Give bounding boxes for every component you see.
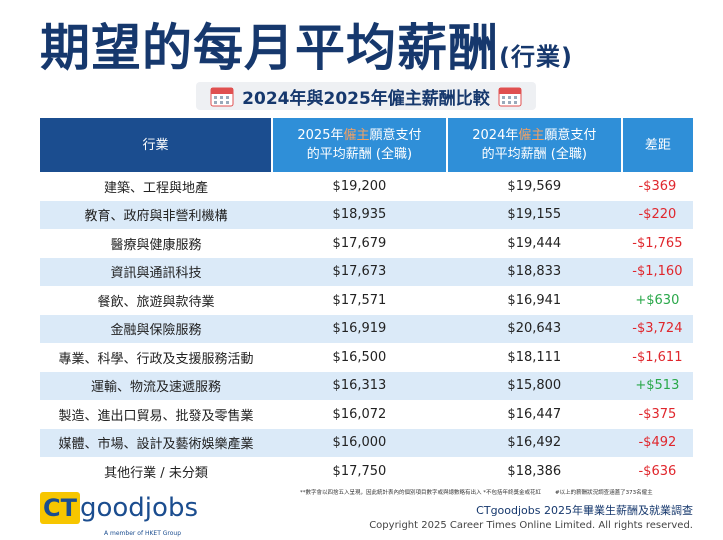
value-cell: -$375 [638, 406, 677, 422]
value-cell: -$369 [638, 178, 677, 194]
value-cell: -$492 [621, 428, 693, 457]
logo-tagline: A member of HKET Group [104, 530, 182, 537]
value-cell: -$1,765 [632, 235, 683, 251]
industry-cell: 金融與保險服務 [40, 314, 272, 343]
value-cell: $19,569 [507, 178, 562, 194]
logo-goodjobs: goodjobs [79, 493, 198, 523]
header-text: 2024年 [472, 128, 519, 143]
table-row: 媒體、市場、設計及藝術娛樂產業 $16,000 $16,492 -$492 [40, 428, 693, 457]
table-row: 其他行業 / 未分類 $17,750 $18,386 -$636 [40, 457, 693, 486]
header-row: 行業 2025年僱主願意支付 的平均薪酬 (全職) 2024年僱主願意支付 的平均薪酬 … [40, 118, 693, 172]
industry-cell: 其他行業 / 未分類 [104, 465, 208, 481]
industry-cell: 製造、進出口貿易、批發及零售業 [58, 408, 254, 424]
value-cell: -$1,160 [621, 257, 693, 286]
value-cell: $17,673 [272, 257, 447, 286]
header-text: 差距 [644, 137, 671, 153]
value-cell: $17,750 [332, 463, 387, 479]
value-cell: -$220 [621, 200, 693, 229]
title: 期望的每月平均薪酬(行業) [40, 8, 573, 80]
header-text: 僱主 [343, 128, 370, 143]
value-cell: -$1,611 [632, 349, 683, 365]
column-header: 2025年僱主願意支付的平均薪酬 (全職) [271, 118, 447, 172]
value-cell: $16,500 [332, 349, 387, 365]
column-header: 行業 [40, 118, 272, 172]
table-row: 運輸、物流及速遞服務 $16,313 $15,800 +$513 [40, 371, 693, 400]
industry-cell: 餐飲、旅遊與款待業 [97, 294, 215, 310]
value-cell: $15,800 [446, 371, 622, 400]
value-cell: $16,941 [507, 292, 562, 308]
table-row: 教育、政府與非營利機構 $18,935 $19,155 -$220 [40, 200, 693, 229]
logo: CT goodjobs A member of HKET Group [40, 492, 198, 537]
industry-cell: 醫療與健康服務 [110, 237, 202, 253]
header-text: 願意支付 [369, 128, 422, 143]
value-cell: $16,492 [446, 428, 622, 457]
salary-table: 行業 2025年僱主願意支付 的平均薪酬 (全職) 2024年僱主願意支付 的平均薪酬 … [40, 118, 693, 486]
subtitle: 2024年與2025年僱主薪酬比較 [242, 88, 490, 109]
value-cell: $17,571 [332, 292, 387, 308]
title-suffix: (行業) [499, 43, 573, 71]
calendar-icon [498, 87, 522, 107]
logo-ct: CT [40, 492, 80, 524]
industry-cell: 媒體、市場、設計及藝術娛樂產業 [40, 428, 272, 457]
column-header: 差距 [620, 118, 693, 172]
table-row: 專業、科學、行政及支援服務活動 $16,500 $18,111 -$1,611 [40, 343, 693, 372]
industry-cell: 運輸、物流及速遞服務 [40, 371, 272, 400]
value-cell: $16,000 [272, 428, 447, 457]
note: **數字會以四捨五入呈現，因此統計表內的個別項目數字或與總數略有出入 *不包括年… [300, 490, 542, 496]
note: #以上的薪酬狀況調查涵蓋了373名僱主 [555, 490, 653, 496]
industry-cell: 建築、工程與地產 [103, 180, 208, 196]
value-cell: +$630 [635, 292, 680, 308]
value-cell: $19,155 [446, 200, 622, 229]
value-cell: +$513 [621, 371, 693, 400]
subtitle-box: 2024年與2025年僱主薪酬比較 [196, 82, 536, 110]
title-text: 期望的每月平均薪酬 [40, 19, 499, 77]
calendar-icon [210, 87, 234, 107]
value-cell: $18,386 [507, 463, 562, 479]
value-cell: $19,200 [332, 178, 387, 194]
header-text: 2025年 [297, 128, 344, 143]
value-cell: $16,919 [272, 314, 447, 343]
header-text: 的平均薪酬 (全職) [306, 147, 413, 162]
copyright: Copyright 2025 Career Times Online Limit… [369, 520, 693, 531]
value-cell: $19,444 [507, 235, 562, 251]
table-row: 醫療與健康服務 $17,679 $19,444 -$1,765 [40, 229, 693, 258]
value-cell: $16,313 [272, 371, 447, 400]
value-cell: $20,643 [446, 314, 622, 343]
header-text: 的平均薪酬 (全職) [481, 147, 587, 162]
value-cell: $18,935 [272, 200, 447, 229]
value-cell: $18,111 [507, 349, 562, 365]
header-text: 願意支付 [544, 128, 597, 143]
table-body: 建築、工程與地產 $19,200 $19,569 -$369 教育、政府與非營利機構 $1… [40, 172, 693, 486]
industry-cell: 資訊與通訊科技 [40, 257, 272, 286]
value-cell: -$636 [638, 463, 677, 479]
value-cell: $16,072 [332, 406, 387, 422]
header-text: 僱主 [518, 128, 545, 143]
survey-name: CTgoodjobs 2025年畢業生薪酬及就業調查 [476, 504, 693, 517]
notes: **數字會以四捨五入呈現，因此統計表內的個別項目數字或與總數略有出入 *不包括年… [300, 488, 653, 496]
table-row: 製造、進出口貿易、批發及零售業 $16,072 $16,447 -$375 [40, 400, 693, 429]
table-row: 資訊與通訊科技 $17,673 $18,833 -$1,160 [40, 257, 693, 286]
table-row: 金融與保險服務 $16,919 $20,643 -$3,724 [40, 314, 693, 343]
value-cell: -$3,724 [621, 314, 693, 343]
column-header: 2024年僱主願意支付的平均薪酬 (全職) [445, 118, 622, 172]
industry-cell: 教育、政府與非營利機構 [40, 200, 272, 229]
value-cell: $18,833 [446, 257, 622, 286]
value-cell: $16,447 [507, 406, 562, 422]
table-row: 餐飲、旅遊與款待業 $17,571 $16,941 +$630 [40, 286, 693, 315]
table-row: 建築、工程與地產 $19,200 $19,569 -$369 [40, 172, 693, 201]
value-cell: $17,679 [332, 235, 387, 251]
industry-cell: 專業、科學、行政及支援服務活動 [58, 351, 254, 367]
header-text: 行業 [142, 137, 169, 153]
